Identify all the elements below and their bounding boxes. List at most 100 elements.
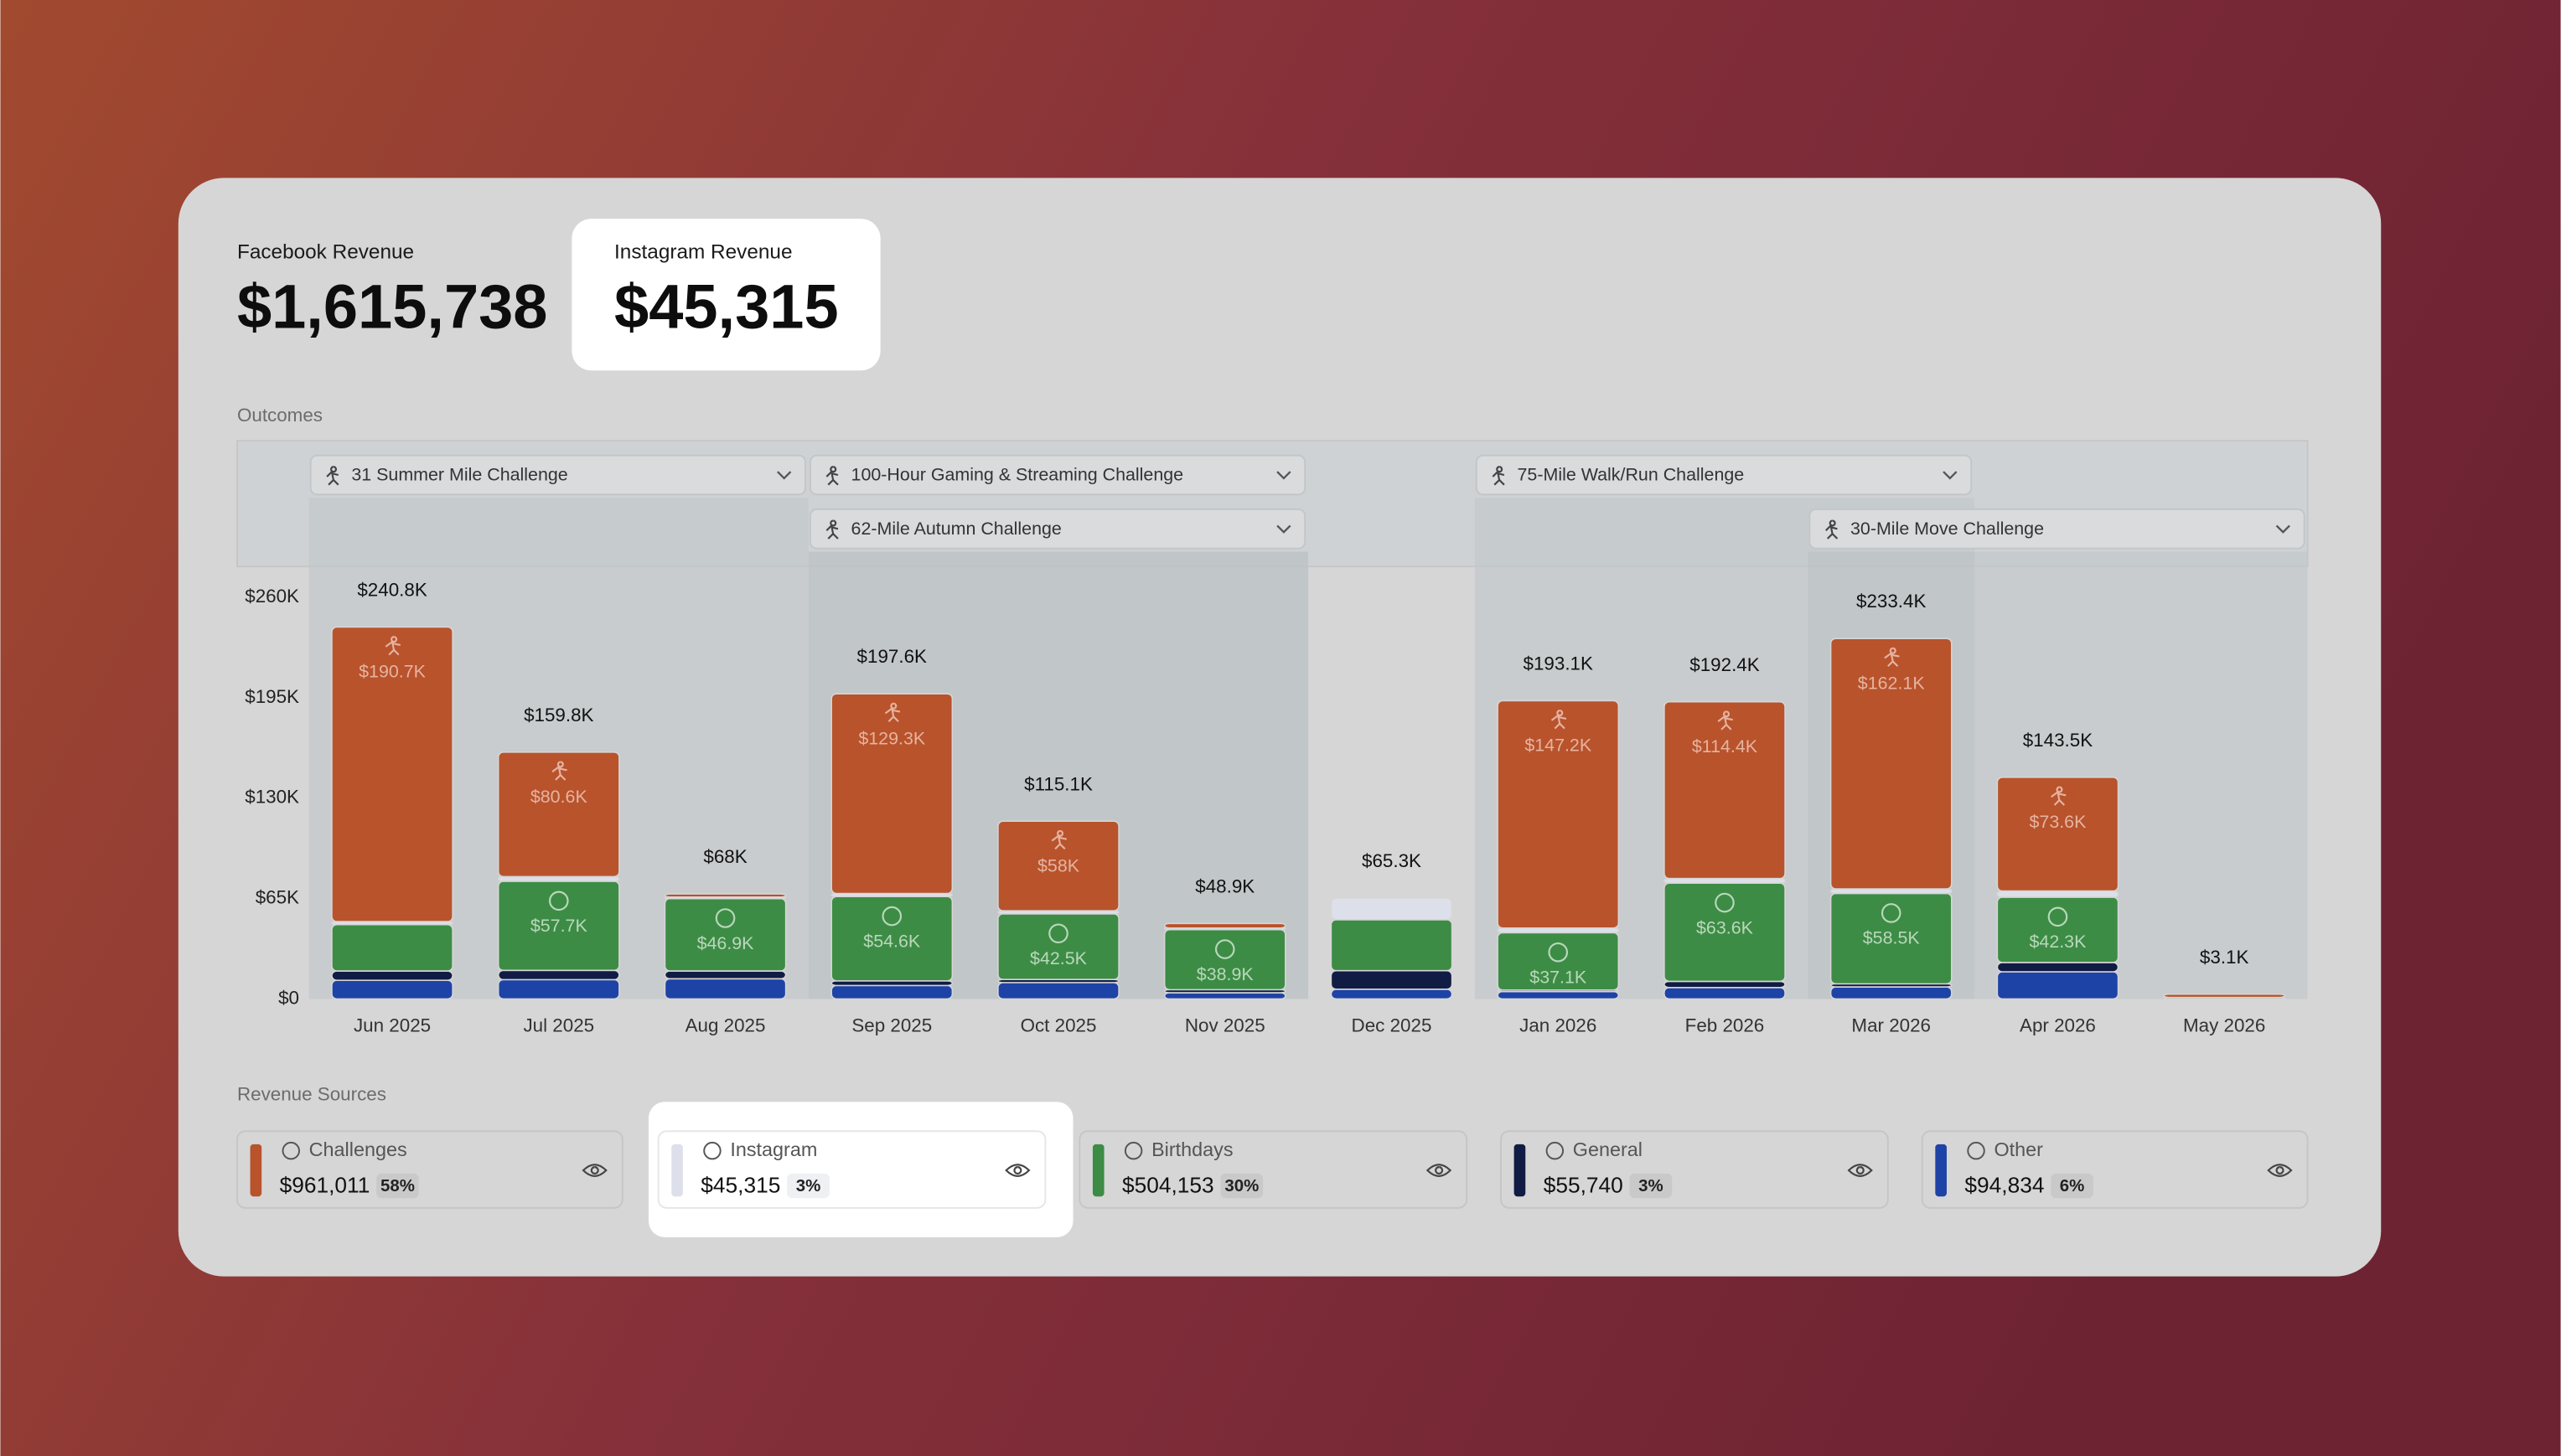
bar-segment [1829,986,1953,1000]
runner-icon [884,702,901,723]
challenge-name: 100-Hour Gaming & Streaming Challenge [851,465,1184,485]
bar-segment [331,626,453,922]
segment-label: $63.6K [1696,917,1754,937]
bar-segment [1996,777,2119,892]
bar-segment [1330,919,1453,972]
total-label: $65.3K [1362,850,1421,871]
runner-icon [551,761,567,781]
eye-icon[interactable] [582,1164,608,1177]
legend-card [1079,1130,1468,1209]
eye-icon[interactable] [1847,1164,1873,1177]
bar-segment [497,978,620,1000]
x-tick-label: Jan 2026 [1519,1015,1596,1035]
bar-segment [1663,877,1786,884]
bar-segment [1663,987,1786,1000]
bar-segment [1663,980,1786,989]
challenge-name: 30-Mile Move Challenge [1850,519,2044,539]
bar-segment [1497,927,1620,934]
bar-segment [1996,971,2119,1000]
eye-icon[interactable] [1425,1164,1452,1177]
legend-card [1500,1130,1889,1209]
legend-swatch [250,1144,262,1197]
bar-segment [997,820,1120,911]
runner-icon [385,636,401,656]
x-tick-label: Mar 2026 [1851,1015,1931,1035]
share-badge [1629,1173,1673,1199]
segment-label: $114.4K [1692,736,1758,756]
facebook-icon [1214,939,1235,959]
segment-label: $37.1K [1529,968,1587,988]
bar-segment [664,978,787,1000]
bar-segment [331,979,453,1000]
legend-share: 58% [380,1176,415,1195]
x-tick-label: Feb 2026 [1685,1015,1765,1035]
instagram-label: Instagram Revenue [614,240,792,263]
bar-segment [1663,700,1786,880]
challenge-pill [1808,508,2305,550]
instagram-value: $45,315 [614,272,839,342]
runner-icon [1717,710,1733,731]
share-badge [2051,1173,2093,1199]
segment-label: $38.9K [1197,964,1255,984]
x-tick-label: Dec 2025 [1352,1015,1432,1035]
runner-icon [825,519,839,540]
outcomes-label: Outcomes [237,405,323,426]
eye-icon[interactable] [1005,1164,1031,1177]
facebook-icon [549,891,569,911]
challenge-pill [1475,454,1973,496]
total-label: $143.5K [2023,730,2093,751]
facebook-label: Facebook Revenue [237,240,414,263]
runner-icon [1051,829,1067,850]
legend-name: Challenges [309,1138,407,1160]
challenge-name: 31 Summer Mile Challenge [351,465,567,485]
source-icon [1545,1141,1565,1160]
facebook-icon [715,908,736,928]
chevron [1276,471,1291,480]
runner-icon [1884,647,1900,668]
source-icon [1967,1141,1985,1160]
total-label: $48.9K [1195,875,1255,896]
bar-segment [1829,888,1953,895]
challenge-name: 62-Mile Autumn Challenge [851,519,1062,539]
bar-segment [1330,989,1453,1000]
x-tick-label: Oct 2025 [1021,1015,1097,1035]
challenge-pill [809,508,1306,550]
segment-label: $147.2K [1524,736,1592,756]
eye-icon[interactable] [2267,1164,2293,1177]
legend-card [657,1130,1047,1209]
runner-icon [326,466,339,486]
source-icon [282,1141,300,1160]
legend-amount: $961,011 [280,1172,370,1197]
runner-icon [825,466,839,486]
bar-segment [331,970,453,981]
legend-name: Birthdays [1151,1138,1233,1160]
legend-swatch [1935,1144,1947,1197]
bar-segment [997,982,1120,1000]
legend-amount: $94,834 [1964,1172,2044,1197]
segment-label: $46.9K [697,933,755,953]
legend-card [235,1130,623,1209]
segment-label: $42.3K [2029,932,2087,952]
legend-swatch [1513,1144,1526,1197]
bar-segment [1330,897,1453,921]
bar-segment [830,984,954,1000]
x-tick-label: Jul 2025 [523,1015,594,1035]
challenge-pill [309,454,806,496]
source-icon [1124,1141,1143,1160]
y-tick-label: $130K [245,787,299,808]
segment-label: $57.7K [530,916,588,936]
total-label: $68K [703,846,747,867]
segment-label: $58.5K [1863,928,1921,948]
total-label: $240.8K [357,580,427,601]
bar-segment [664,970,787,980]
x-tick-label: Sep 2025 [851,1015,932,1035]
facebook-icon [882,906,903,927]
legend-name: General [1573,1138,1643,1160]
challenge-name: 75-Mile Walk/Run Challenge [1518,465,1745,485]
bar-segment [1996,890,2119,898]
legend-share: 30% [1224,1176,1259,1195]
legend-amount: $504,153 [1122,1172,1214,1197]
challenge-pill [809,454,1306,496]
